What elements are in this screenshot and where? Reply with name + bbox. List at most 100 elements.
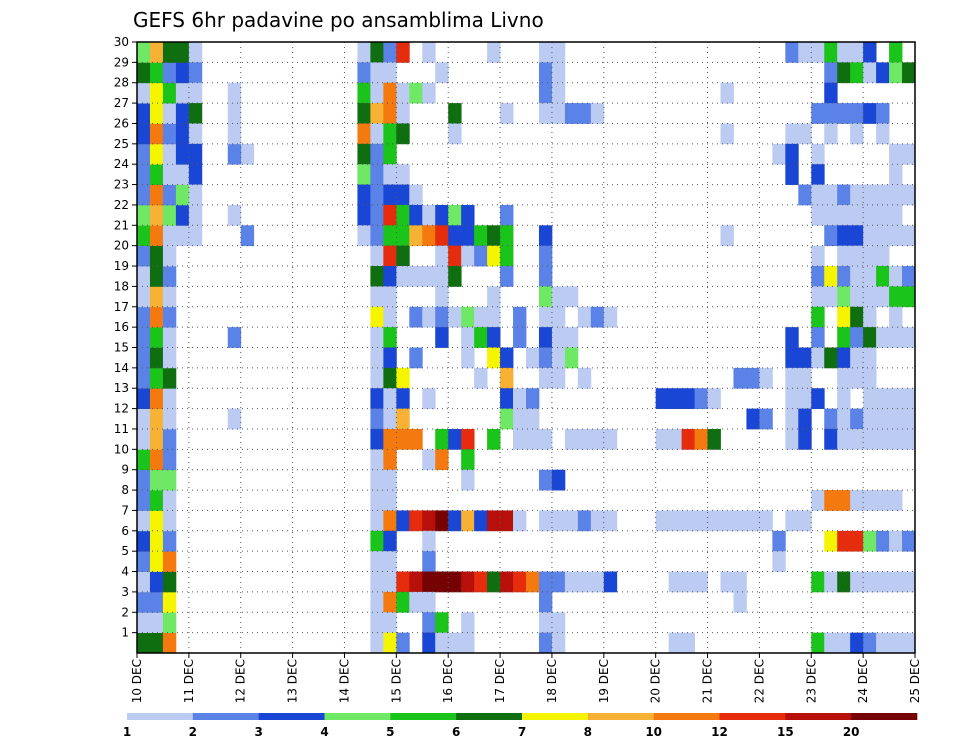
heatmap-cell <box>370 347 384 369</box>
heatmap-cell <box>538 245 553 267</box>
y-tick-label: 7 <box>121 503 129 517</box>
heatmap-cell <box>668 428 682 450</box>
heatmap-cell <box>396 225 410 247</box>
heatmap-cell <box>137 225 151 247</box>
heatmap-cell <box>149 632 164 654</box>
heatmap-cell <box>824 347 838 369</box>
heatmap-cell <box>461 449 475 471</box>
y-tick-label: 26 <box>114 116 129 130</box>
heatmap-cell <box>538 327 553 348</box>
heatmap-cell <box>383 388 397 409</box>
heatmap-cell <box>889 204 903 226</box>
heatmap-cell <box>162 510 177 532</box>
heatmap-cell <box>850 123 864 145</box>
heatmap-cell <box>538 612 553 634</box>
heatmap-cell <box>876 286 890 308</box>
heatmap-cell <box>824 408 838 430</box>
heatmap-cell <box>577 103 592 124</box>
heatmap-cell <box>876 62 890 84</box>
y-tick-label: 15 <box>114 341 129 355</box>
heatmap-cell <box>759 367 773 389</box>
heatmap-cell <box>785 123 799 145</box>
heatmap-cell <box>422 306 436 328</box>
colorbar-label: 2 <box>189 725 197 739</box>
y-tick-label: 30 <box>114 35 129 49</box>
heatmap-cell <box>149 184 164 206</box>
colorbar-label: 7 <box>518 725 526 739</box>
heatmap-cell <box>707 388 721 409</box>
heatmap-cell <box>227 408 242 430</box>
heatmap-cell <box>564 510 579 532</box>
heatmap-cell <box>448 123 462 145</box>
heatmap-cell <box>370 306 384 328</box>
colorbar-swatch <box>522 713 589 720</box>
heatmap-cell <box>422 591 436 613</box>
heatmap-cell <box>396 632 410 654</box>
heatmap-cell <box>889 530 903 552</box>
heatmap-cell <box>824 62 838 84</box>
heatmap-cell <box>396 266 410 287</box>
heatmap-cell <box>162 428 177 450</box>
heatmap-cell <box>370 632 384 654</box>
heatmap-cell <box>785 367 799 389</box>
heatmap-cell <box>681 571 695 593</box>
heatmap-cell <box>811 143 825 165</box>
heatmap-cell <box>162 266 177 287</box>
heatmap-cell <box>863 388 877 409</box>
heatmap-cell <box>668 388 682 409</box>
heatmap-cell <box>162 42 177 63</box>
heatmap-cell <box>487 347 501 369</box>
heatmap-cell <box>435 266 449 287</box>
colorbar-swatch <box>851 713 918 720</box>
heatmap-cell <box>162 327 177 348</box>
heatmap-cell <box>889 225 903 247</box>
heatmap-cell <box>448 306 462 328</box>
heatmap-cell <box>811 266 825 287</box>
heatmap-cell <box>902 184 916 206</box>
heatmap-cell <box>837 103 851 124</box>
y-tick-label: 21 <box>114 218 129 232</box>
y-tick-label: 9 <box>121 463 129 477</box>
heatmap-cell <box>798 388 812 409</box>
heatmap-cell <box>175 82 190 104</box>
heatmap-cell <box>538 428 553 450</box>
heatmap-cell <box>370 204 384 226</box>
heatmap-cell <box>137 490 151 511</box>
heatmap-cell <box>889 286 903 308</box>
heatmap-cell <box>811 184 825 206</box>
heatmap-cell <box>162 490 177 511</box>
heatmap-cell <box>863 327 877 348</box>
heatmap-cell <box>772 143 786 165</box>
heatmap-cell <box>889 571 903 593</box>
heatmap-cell <box>538 306 553 328</box>
heatmap-cell <box>149 490 164 511</box>
heatmap-cell <box>513 327 527 348</box>
heatmap-cell <box>798 408 812 430</box>
heatmap-cell <box>383 62 397 84</box>
heatmap-cell <box>435 510 449 532</box>
heatmap-cell <box>240 143 255 165</box>
heatmap-cell <box>396 204 410 226</box>
heatmap-cell <box>162 245 177 267</box>
heatmap-cell <box>863 347 877 369</box>
colorbar-label: 5 <box>386 725 394 739</box>
y-tick-label: 8 <box>121 483 129 497</box>
heatmap-cell <box>137 632 151 654</box>
heatmap-cell <box>487 286 501 308</box>
heatmap-cell <box>863 62 877 84</box>
heatmap-cell <box>370 490 384 511</box>
heatmap-cell <box>149 62 164 84</box>
heatmap-cell <box>876 204 890 226</box>
heatmap-cell <box>772 530 786 552</box>
heatmap-cell <box>409 266 423 287</box>
heatmap-cell <box>811 103 825 124</box>
heatmap-cell <box>461 571 475 593</box>
heatmap-cell <box>837 204 851 226</box>
heatmap-cell <box>902 225 916 247</box>
heatmap-cell <box>188 225 203 247</box>
heatmap-cell <box>487 225 501 247</box>
heatmap-cell <box>383 164 397 185</box>
heatmap-cell <box>500 388 514 409</box>
y-tick-label: 20 <box>114 239 129 253</box>
colorbar-label: 20 <box>843 725 860 739</box>
